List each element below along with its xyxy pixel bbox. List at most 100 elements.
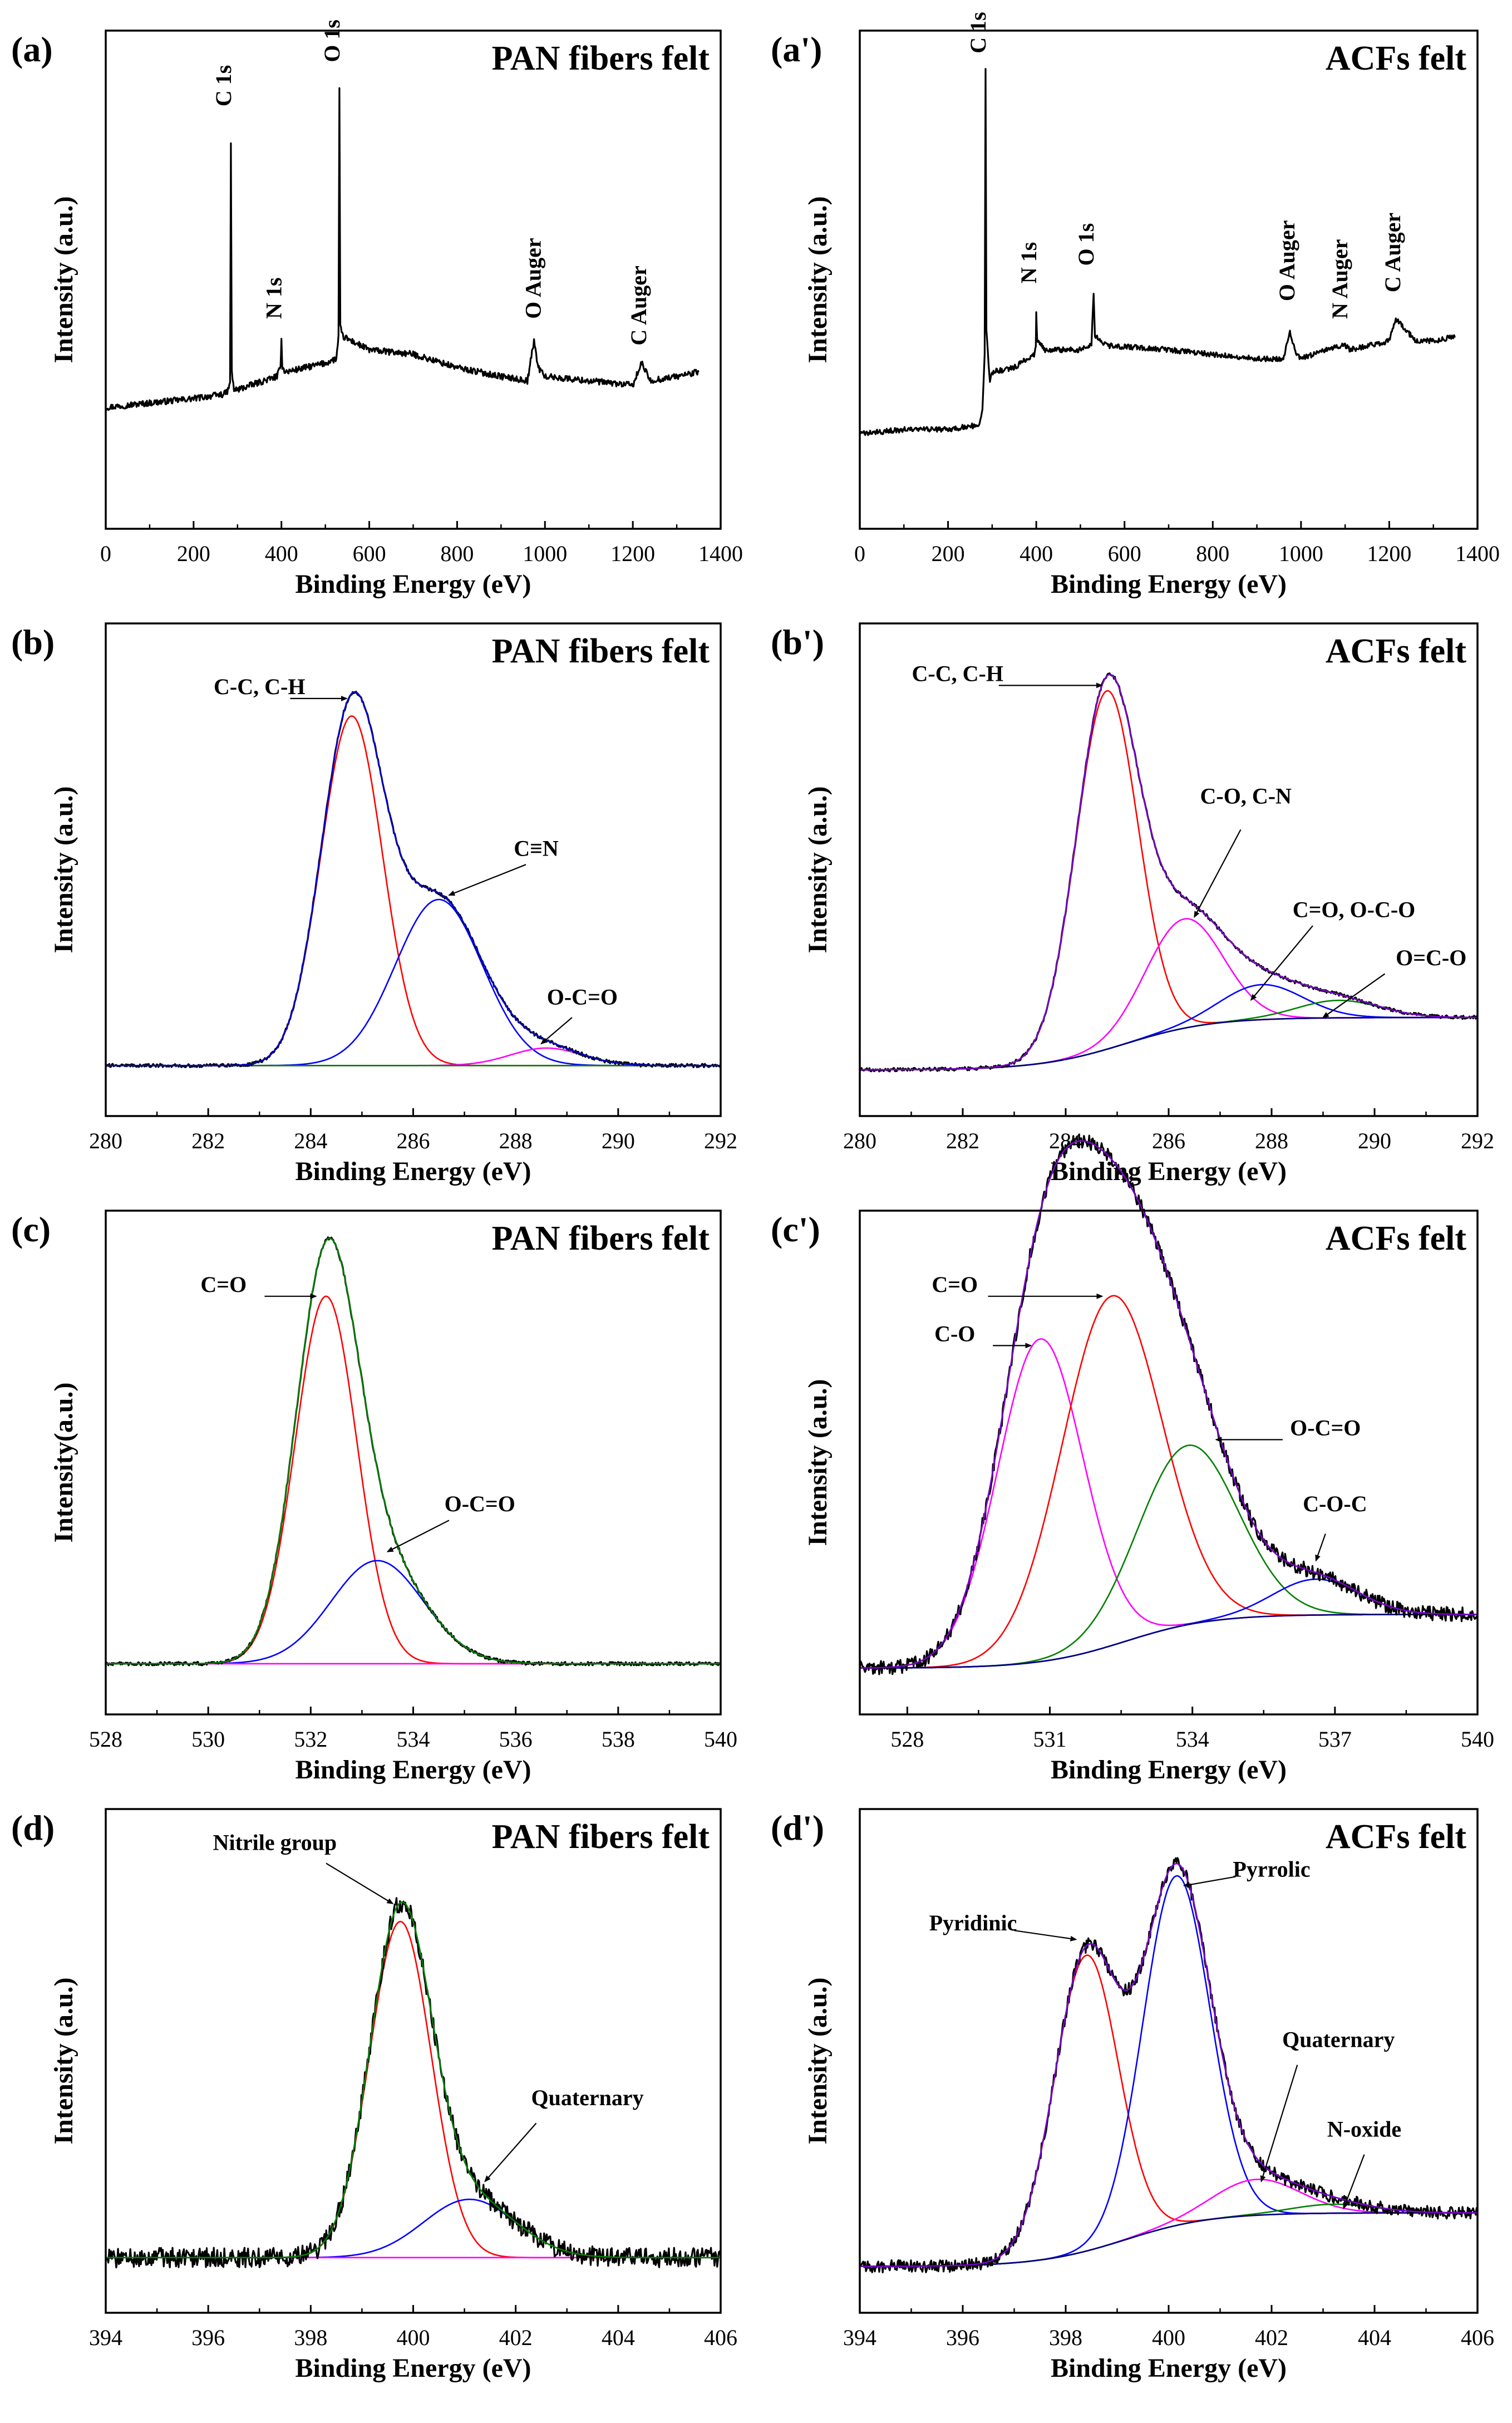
x-tick-label: 200	[177, 541, 210, 566]
peak-annotation: O-C=O	[1290, 1415, 1361, 1440]
annotation-arrow	[1250, 925, 1313, 1001]
panel-label: (a)	[11, 30, 53, 69]
peak-annotation: N Auger	[1327, 239, 1352, 319]
x-tick-label: 400	[265, 541, 298, 566]
x-tick-label: 540	[1461, 1727, 1494, 1752]
x-tick-label: 800	[1196, 541, 1229, 566]
peak-annotation: C-C, C-H	[912, 661, 1003, 686]
x-tick-label: 280	[843, 1128, 876, 1153]
x-tick-label: 400	[397, 2325, 430, 2350]
panel-a: 0 200 400 600 800 1000 1200 1400 Binding Energy …	[11, 19, 743, 599]
x-tick-label: 536	[499, 1727, 533, 1752]
x-tick-label: 1400	[698, 541, 743, 566]
peak-annotation: N 1s	[1016, 242, 1041, 283]
peak-annotation: O 1s	[319, 19, 344, 62]
panel-label: (d)	[11, 1808, 55, 1847]
y-axis-label: Intensity (a.u.)	[49, 196, 78, 363]
peak-annotation: O-C=O	[547, 984, 618, 1009]
x-tick-label: 292	[704, 1128, 737, 1153]
x-tick-label: 288	[499, 1128, 533, 1153]
x-axis-label: Binding Energy (eV)	[295, 2353, 531, 2383]
x-axis-label: Binding Energy (eV)	[1051, 569, 1287, 599]
series-envelope	[106, 1237, 721, 1665]
x-tick-label: 282	[946, 1128, 979, 1153]
y-axis-label: Intensity (a.u.)	[49, 786, 78, 953]
x-tick-label: 531	[1033, 1727, 1067, 1752]
x-tick-label: 286	[1152, 1128, 1185, 1153]
peak-annotation: C 1s	[966, 12, 991, 53]
panel-title: PAN fibers felt	[492, 1220, 710, 1257]
x-tick-label: 534	[1176, 1727, 1209, 1752]
annotation-arrow	[1183, 1876, 1236, 1888]
x-tick-label: 290	[602, 1128, 635, 1153]
x-tick-label: 1400	[1455, 541, 1500, 566]
series-envelope	[860, 1140, 1477, 1669]
y-axis-label: Intensity (a.u.)	[803, 1977, 833, 2144]
panel-label: (b)	[11, 622, 55, 662]
x-tick-label: 534	[397, 1727, 430, 1752]
panel-title: ACFs felt	[1326, 40, 1466, 77]
panel-c: 528 530 532 534 536 538 540 Binding Energy (eV)…	[11, 1210, 737, 1785]
panel-d2: 394 396 398 400 402 404 406 Binding Energy (eV)…	[771, 1808, 1494, 2383]
x-axis-label: Binding Energy (eV)	[1051, 2353, 1287, 2383]
peak-annotation: O 1s	[1073, 223, 1099, 266]
peak-annotation: C Auger	[626, 266, 651, 345]
panel-d: 394 396 398 400 402 404 406 Binding Energy (eV)…	[11, 1808, 737, 2383]
x-tick-label: 282	[191, 1128, 225, 1153]
y-axis-label: Intensity (a.u.)	[803, 1379, 833, 1546]
series-envelope	[106, 1901, 721, 2259]
x-tick-label: 1000	[523, 541, 567, 566]
x-tick-label: 394	[843, 2325, 876, 2350]
peak-annotation: O Auger	[1274, 220, 1299, 302]
x-tick-label: 396	[946, 2325, 979, 2350]
peak-annotation: C≡N	[514, 836, 559, 861]
peak-annotation: O-C=O	[445, 1491, 515, 1516]
x-tick-label: 402	[1255, 2325, 1288, 2350]
x-tick-label: 396	[191, 2325, 225, 2350]
y-axis-label: Intensity(a.u.)	[49, 1382, 78, 1542]
x-axis-label: Binding Energy (eV)	[1051, 1755, 1287, 1785]
x-tick-label: 286	[397, 1128, 430, 1153]
series-baseline	[860, 1614, 1477, 1669]
x-tick-label: 398	[1049, 2325, 1082, 2350]
peak-annotation: C=O	[932, 1272, 978, 1297]
annotation-arrow	[1260, 2065, 1298, 2183]
annotation-arrow	[386, 1520, 450, 1552]
x-tick-label: 0	[854, 541, 865, 566]
annotation-arrow	[448, 864, 526, 896]
annotation-arrow	[1194, 829, 1242, 918]
x-tick-label: 292	[1461, 1128, 1494, 1153]
panel-label: (b')	[771, 622, 824, 662]
x-axis-label: Binding Energy (eV)	[295, 1157, 531, 1186]
plot-frame	[859, 1210, 1479, 1716]
annotation-arrow	[1343, 2154, 1365, 2210]
x-tick-label: 288	[1255, 1128, 1288, 1153]
annotation-arrow	[484, 2122, 537, 2183]
annotation-arrow	[326, 1862, 394, 1904]
x-tick-label: 1000	[1279, 541, 1323, 566]
x-axis-label: Binding Energy (eV)	[295, 569, 531, 599]
x-tick-label: 528	[890, 1727, 924, 1752]
x-tick-label: 600	[353, 541, 386, 566]
annotation-arrow	[1014, 1930, 1077, 1942]
x-tick-label: 1200	[1367, 541, 1411, 566]
peak-annotation: Quaternary	[531, 2085, 643, 2110]
panel-label: (a')	[771, 30, 822, 69]
x-tick-label: 532	[294, 1727, 327, 1752]
panel-title: PAN fibers felt	[492, 632, 710, 670]
x-tick-label: 540	[704, 1727, 737, 1752]
series-envelope	[106, 691, 721, 1066]
x-tick-label: 398	[294, 2325, 327, 2350]
x-tick-label: 528	[89, 1727, 122, 1752]
panel-label: (c)	[11, 1210, 51, 1249]
series-envelope	[860, 674, 1477, 1071]
panel-c2: 528 531 534 537 540 Binding Energy (eV) Intens…	[771, 1134, 1494, 1785]
peak-annotation: Pyridinic	[929, 1910, 1017, 1935]
panel-b: 280 282 284 286 288 290 292 Binding Energy (eV)…	[11, 622, 737, 1186]
x-tick-label: 404	[1358, 2325, 1391, 2350]
peak-annotation: N 1s	[262, 277, 287, 318]
x-tick-label: 394	[89, 2325, 122, 2350]
peak-annotation: Quaternary	[1282, 2027, 1395, 2052]
x-tick-label: 404	[602, 2325, 635, 2350]
x-tick-label: 284	[294, 1128, 327, 1153]
